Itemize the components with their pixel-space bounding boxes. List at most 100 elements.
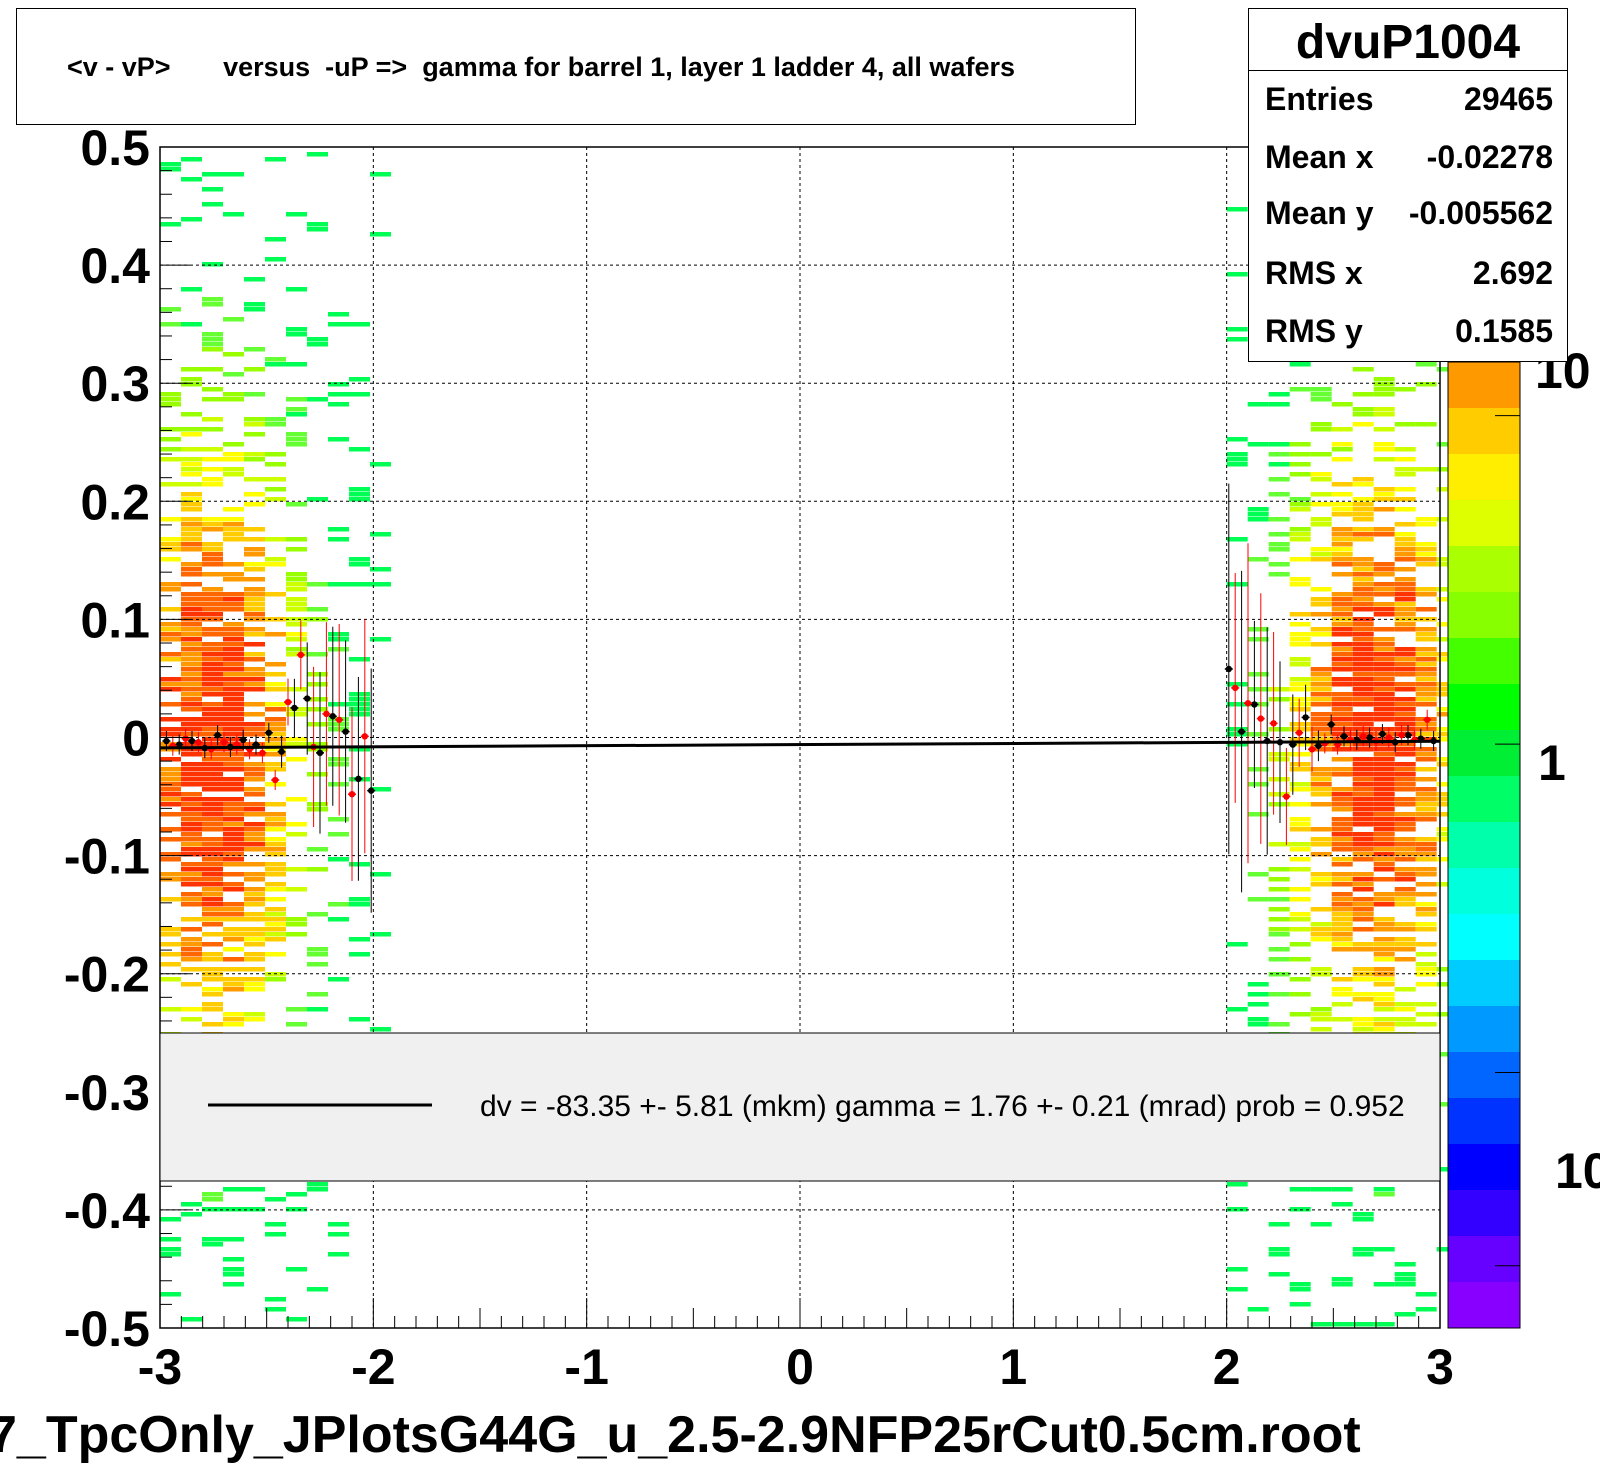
heat-cell <box>1268 452 1290 457</box>
heat-cell <box>160 792 181 797</box>
heat-cell <box>265 952 286 957</box>
heat-cell <box>1289 472 1311 477</box>
heat-cell <box>1394 742 1416 747</box>
heat-cell <box>1289 1207 1311 1212</box>
heat-cell <box>223 212 244 217</box>
heat-cell <box>1289 847 1311 852</box>
heat-cell <box>1352 562 1374 567</box>
profile-point <box>1340 733 1348 740</box>
heat-cell <box>1415 467 1437 472</box>
heat-cell <box>1331 842 1353 847</box>
heat-cell <box>1394 747 1416 752</box>
heat-cell <box>1226 462 1248 467</box>
heat-cell <box>1352 712 1374 717</box>
heat-cell <box>181 947 202 952</box>
heat-cell <box>181 382 202 387</box>
stats-row-entries: Entries 29465 <box>1265 81 1553 133</box>
x-tick-label: 2 <box>1213 1339 1241 1395</box>
heat-cell <box>1373 602 1395 607</box>
heat-cell <box>1226 732 1248 737</box>
heat-cell <box>1373 447 1395 452</box>
heat-cell <box>1310 602 1332 607</box>
profile-point <box>1308 746 1316 753</box>
heat-cell <box>223 832 244 837</box>
heat-cell <box>1415 1002 1437 1007</box>
y-tick-label: -0.3 <box>64 1065 150 1121</box>
heat-cell <box>1352 407 1374 412</box>
heat-cell <box>202 297 223 302</box>
heat-cell <box>265 752 286 757</box>
colorbar-segment <box>1448 960 1520 1007</box>
heat-cell <box>223 597 244 602</box>
stats-row-rms-y: RMS y 0.1585 <box>1265 313 1553 365</box>
heat-cell <box>1289 857 1311 862</box>
heat-cell <box>1331 987 1353 992</box>
heat-cell <box>223 632 244 637</box>
profile-point <box>188 737 196 745</box>
heat-cell <box>286 407 307 412</box>
heat-cell <box>265 422 286 427</box>
heat-cell <box>244 627 265 632</box>
heat-cell <box>181 502 202 507</box>
heat-cell <box>1373 827 1395 832</box>
heat-cell <box>181 892 202 897</box>
heat-cell <box>1373 697 1395 702</box>
heat-cell <box>265 827 286 832</box>
heat-cell <box>1373 382 1395 387</box>
heat-cell <box>181 432 202 437</box>
heat-cell <box>286 1267 307 1272</box>
heat-cell <box>1331 482 1353 487</box>
colorbar-segment <box>1448 1236 1520 1283</box>
heat-cell <box>1310 727 1332 732</box>
heat-cell <box>181 667 202 672</box>
x-tick-labels: -3 -2 -1 0 1 2 3 <box>138 1339 1454 1395</box>
heat-cell <box>265 497 286 502</box>
heat-cell <box>1331 772 1353 777</box>
heat-cell <box>1352 942 1374 947</box>
heat-cell <box>370 787 391 792</box>
heat-cell <box>1394 662 1416 667</box>
heat-cell <box>1352 697 1374 702</box>
heat-cell <box>1352 857 1374 862</box>
heat-cell <box>160 717 181 722</box>
heat-cell <box>160 802 181 807</box>
heat-cell <box>328 582 349 587</box>
heat-cell <box>1331 802 1353 807</box>
heat-cell <box>328 782 349 787</box>
heat-cell <box>244 587 265 592</box>
heat-cell <box>1394 877 1416 882</box>
heat-cell <box>1373 587 1395 592</box>
heat-cell <box>1373 842 1395 847</box>
heat-cell <box>1394 1277 1416 1282</box>
heat-cell <box>1352 947 1374 952</box>
heat-cell <box>1394 387 1416 392</box>
heat-cell <box>202 617 223 622</box>
colorbar-segment <box>1448 868 1520 915</box>
heat-cell <box>1352 602 1374 607</box>
heat-cell <box>1415 422 1437 427</box>
heat-cell <box>202 767 223 772</box>
profile-point <box>265 729 272 736</box>
heat-cell <box>1373 647 1395 652</box>
heat-cell <box>349 322 370 327</box>
x-tick-label: 0 <box>786 1339 814 1395</box>
heat-cell <box>1394 697 1416 702</box>
heat-cell <box>244 1207 265 1212</box>
heat-cell <box>202 387 223 392</box>
heat-cell <box>1310 927 1332 932</box>
heat-cell <box>1436 587 1458 592</box>
heat-cell <box>1310 477 1332 482</box>
heat-cell <box>1331 1277 1353 1282</box>
heat-cell <box>286 742 307 747</box>
heat-cell <box>181 722 202 727</box>
heat-cell <box>244 847 265 852</box>
heat-cell <box>223 372 244 377</box>
heat-cell <box>223 807 244 812</box>
heat-cell <box>223 747 244 752</box>
heat-cell <box>244 452 265 457</box>
heat-cell <box>160 457 181 462</box>
heat-cell <box>202 932 223 937</box>
heat-cell <box>265 742 286 747</box>
heat-cell <box>1289 387 1311 392</box>
heat-cell <box>1415 692 1437 697</box>
